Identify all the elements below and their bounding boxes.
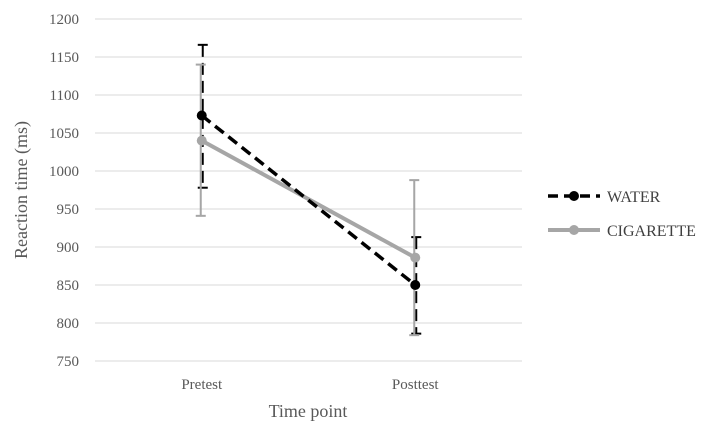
- error-bar: [411, 236, 422, 335]
- legend-item: WATER: [548, 189, 661, 206]
- x-tick-label: Pretest: [181, 377, 223, 393]
- error-bar: [197, 43, 208, 189]
- gridlines: [95, 18, 522, 362]
- legend-marker: [569, 225, 579, 235]
- legend-label: WATER: [607, 189, 661, 206]
- legend-item: CIGARETTE: [548, 223, 696, 240]
- y-tick-label: 900: [57, 240, 80, 256]
- y-axis-ticks: 750 800 850 900 950 1000 1050 1100 1150 1200: [49, 12, 79, 370]
- legend-marker: [569, 191, 579, 201]
- x-axis-title: Time point: [269, 401, 348, 421]
- y-tick-label: 950: [57, 202, 80, 218]
- x-tick-label: Posttest: [392, 377, 440, 393]
- series-line: [200, 114, 417, 287]
- data-point: [196, 135, 207, 146]
- error-bars: [195, 43, 422, 337]
- data-point: [410, 252, 421, 263]
- legend-label: CIGARETTE: [607, 223, 696, 240]
- y-tick-label: 750: [57, 354, 80, 370]
- y-tick-label: 1100: [50, 88, 79, 104]
- y-tick-label: 1000: [49, 164, 79, 180]
- data-point: [196, 110, 207, 121]
- y-tick-label: 850: [57, 278, 80, 294]
- y-tick-label: 1200: [49, 12, 79, 28]
- y-axis-title: Reaction time (ms): [11, 121, 32, 259]
- series-lines: [196, 110, 421, 290]
- legend: WATER CIGARETTE: [548, 189, 696, 240]
- x-axis-ticks: Pretest Posttest: [181, 377, 439, 393]
- y-tick-label: 800: [57, 316, 80, 332]
- y-tick-label: 1050: [49, 126, 79, 142]
- series-line: [200, 138, 417, 260]
- y-tick-label: 1150: [50, 50, 79, 66]
- data-point: [410, 280, 421, 290]
